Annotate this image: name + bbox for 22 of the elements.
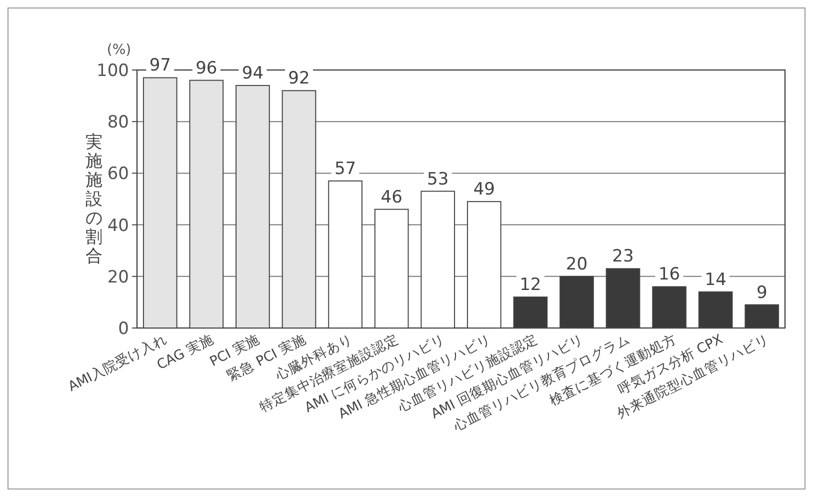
data-label: 92	[288, 68, 310, 89]
data-label: 9	[756, 282, 768, 303]
text: (%)	[106, 42, 132, 58]
data-label: 20	[566, 254, 588, 274]
data-label: 97	[149, 56, 171, 76]
data-label: 14	[704, 270, 726, 290]
y-tick-label: 80	[107, 112, 129, 133]
data-label: 94	[242, 63, 264, 84]
y-tick-label: 100	[96, 61, 129, 81]
y-axis-title: 実施施設の割合	[86, 132, 102, 266]
y-tick-label: 60	[107, 164, 129, 184]
data-label: 23	[612, 246, 634, 267]
data-label: 49	[473, 180, 495, 200]
y-tick-label: 0	[118, 319, 129, 339]
data-label: 46	[380, 187, 402, 208]
y-tick-label: 40	[107, 216, 129, 236]
data-label: 57	[334, 158, 356, 179]
data-label: 16	[658, 264, 680, 285]
data-label: 12	[520, 275, 542, 296]
y-tick-label: 20	[107, 267, 129, 288]
data-label: 53	[427, 169, 449, 190]
data-label: 96	[196, 58, 218, 78]
